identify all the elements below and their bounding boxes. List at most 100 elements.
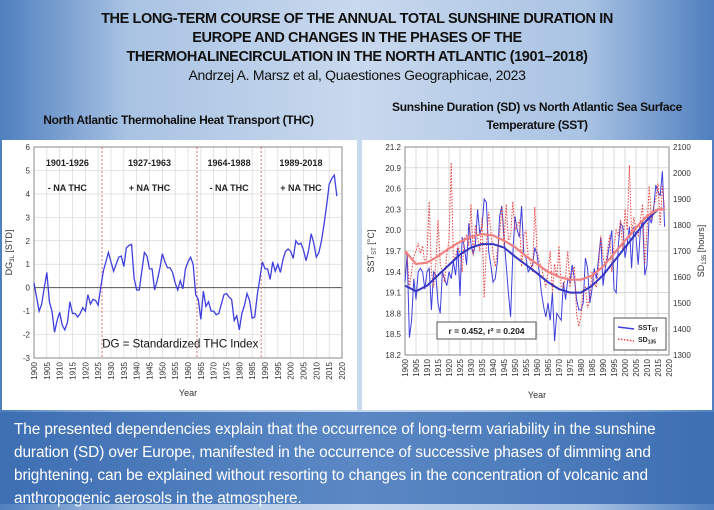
correlation-annotation: r = 0.452, r² = 0.204 bbox=[448, 326, 524, 336]
x-tick-label: 1920 bbox=[445, 358, 454, 376]
footer: The presented dependencies explain that … bbox=[0, 412, 714, 507]
x-tick-label: 1945 bbox=[500, 358, 509, 376]
x-tick-label: 1900 bbox=[401, 358, 410, 376]
x-tick-label: 1950 bbox=[158, 361, 167, 379]
y-left-tick-label: 20.0 bbox=[385, 226, 401, 235]
y-right-tick-label: 2000 bbox=[673, 169, 691, 178]
x-tick-label: 1905 bbox=[43, 361, 52, 379]
x-tick-label: 1925 bbox=[456, 358, 465, 376]
x-tick-label: 1925 bbox=[94, 361, 103, 379]
thc-chart: 1900 1905 1910 1915 1920 1925 1930 1935 1940 1945… bbox=[4, 143, 347, 398]
y-left-tick-label: 18.5 bbox=[385, 330, 401, 339]
y-axis-label: DG3L [STD] bbox=[4, 230, 16, 276]
x-tick-label: 1995 bbox=[274, 361, 283, 379]
header: THE LONG-TERM COURSE OF THE ANNUAL TOTAL… bbox=[0, 0, 714, 140]
phase-years: 1989-2018 bbox=[279, 158, 322, 168]
y-tick-label: -3 bbox=[23, 354, 31, 363]
y-tick-label: 1 bbox=[26, 260, 31, 269]
x-tick-label: 2005 bbox=[632, 358, 641, 376]
x-tick-label: 1995 bbox=[610, 358, 619, 376]
x-tick-label: 1910 bbox=[423, 358, 432, 376]
y-right-tick-label: 1700 bbox=[673, 247, 691, 256]
y-right-tick-label: 1900 bbox=[673, 195, 691, 204]
x-tick-label: 1945 bbox=[146, 361, 155, 379]
x-tick-label: 1935 bbox=[478, 358, 487, 376]
citation: Andrzej A. Marsz et al, Quaestiones Geog… bbox=[188, 67, 526, 83]
phase-years: 1901-1926 bbox=[46, 158, 89, 168]
x-tick-label: 1985 bbox=[248, 361, 257, 379]
sst-trend-series-line bbox=[404, 208, 665, 294]
phase-label: - NA THC bbox=[209, 183, 249, 193]
sst-series-line bbox=[404, 171, 666, 342]
y-tick-label: 0 bbox=[26, 284, 31, 293]
y-right-tick-label: 1600 bbox=[673, 273, 691, 282]
y-left-tick-label: 20.6 bbox=[385, 185, 401, 194]
x-tick-label: 1910 bbox=[56, 361, 65, 379]
x-tick-label: 2000 bbox=[621, 358, 630, 376]
y-left-tick-label: 19.4 bbox=[385, 268, 401, 277]
y-left-tick-label: 20.3 bbox=[385, 205, 401, 214]
x-tick-label: 1975 bbox=[223, 361, 232, 379]
x-axis-label: Year bbox=[528, 390, 546, 400]
phase-label: + NA THC bbox=[129, 183, 171, 193]
correlation-box bbox=[436, 321, 537, 340]
legend-swatch bbox=[617, 326, 635, 330]
y-left-tick-label: 18.2 bbox=[385, 351, 401, 360]
x-tick-label: 1915 bbox=[434, 358, 443, 376]
x-tick-label: 1965 bbox=[544, 358, 553, 376]
sst-sd-chart: 1900 1905 1910 1915 1920 1925 1930 1935 1940 1945… bbox=[366, 143, 708, 400]
right-chart-heading-1: Sunshine Duration (SD) vs North Atlantic… bbox=[391, 100, 682, 114]
x-tick-label: 2010 bbox=[643, 358, 652, 376]
y-left-tick-label: 19.7 bbox=[385, 247, 401, 256]
y-right-axis-label: SD135 [hours] bbox=[696, 225, 708, 278]
y-tick-label: -1 bbox=[23, 307, 31, 316]
thc-chart-panel: 1900 1905 1910 1915 1920 1925 1930 1935 1940 1945… bbox=[2, 140, 357, 410]
phase-years: 1964-1988 bbox=[208, 158, 251, 168]
x-tick-label: 2015 bbox=[325, 361, 334, 379]
x-tick-label: 1980 bbox=[577, 358, 586, 376]
y-left-axis-label: SSTST [°C] bbox=[366, 230, 378, 273]
phase-years: 1927-1963 bbox=[128, 158, 171, 168]
y-left-tick-label: 20.9 bbox=[385, 164, 401, 173]
x-tick-label: 1930 bbox=[107, 361, 116, 379]
title-line-1: THE LONG-TERM COURSE OF THE ANNUAL TOTAL… bbox=[101, 11, 613, 27]
x-tick-label: 2020 bbox=[338, 361, 347, 379]
y-right-tick-label: 1400 bbox=[673, 325, 691, 334]
x-tick-label: 1990 bbox=[599, 358, 608, 376]
y-tick-label: -2 bbox=[23, 331, 31, 340]
legend-label: SSTST bbox=[638, 325, 658, 334]
phase-label: - NA THC bbox=[48, 183, 88, 193]
x-tick-label: 1920 bbox=[81, 361, 90, 379]
legend-box bbox=[613, 317, 667, 351]
left-chart-heading: North Atlantic Thermohaline Heat Transpo… bbox=[43, 113, 314, 127]
x-tick-label: 1970 bbox=[210, 361, 219, 379]
y-tick-label: 6 bbox=[26, 143, 31, 152]
y-right-tick-label: 1300 bbox=[673, 351, 691, 360]
plot-frame bbox=[33, 146, 343, 359]
sd-series-line bbox=[404, 162, 666, 327]
y-right-tick-label: 1800 bbox=[673, 221, 691, 230]
x-tick-label: 1935 bbox=[120, 361, 129, 379]
sd-trend-series-line bbox=[404, 208, 665, 281]
x-tick-label: 1990 bbox=[261, 361, 270, 379]
y-right-tick-label: 2100 bbox=[673, 143, 691, 152]
x-tick-label: 1970 bbox=[555, 358, 564, 376]
y-right-tick-label: 1500 bbox=[673, 299, 691, 308]
x-tick-label: 1965 bbox=[197, 361, 206, 379]
y-left-tick-label: 21.2 bbox=[385, 143, 401, 152]
y-left-tick-label: 18.8 bbox=[385, 309, 401, 318]
x-tick-label: 1960 bbox=[184, 361, 193, 379]
x-tick-label: 1900 bbox=[30, 361, 39, 379]
footer-text: The presented dependencies explain that … bbox=[14, 421, 656, 507]
x-tick-label: 2000 bbox=[287, 361, 296, 379]
x-tick-label: 1985 bbox=[588, 358, 597, 376]
x-tick-label: 2015 bbox=[654, 358, 663, 376]
legend-swatch bbox=[617, 338, 635, 342]
x-tick-label: 1955 bbox=[522, 358, 531, 376]
y-tick-label: 2 bbox=[26, 237, 31, 246]
x-tick-label: 1940 bbox=[133, 361, 142, 379]
x-tick-label: 1950 bbox=[511, 358, 520, 376]
phase-label: + NA THC bbox=[280, 183, 322, 193]
y-tick-label: 3 bbox=[26, 213, 31, 222]
x-tick-label: 1915 bbox=[69, 361, 78, 379]
